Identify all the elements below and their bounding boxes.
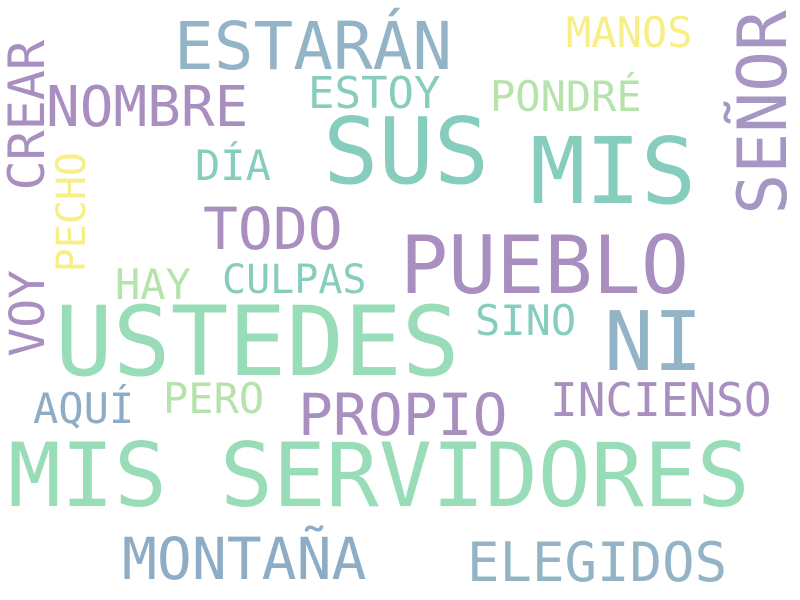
word-pecho: PECHO bbox=[49, 152, 95, 273]
word-sus: SUS bbox=[323, 98, 490, 205]
word-hay: HAY bbox=[115, 260, 191, 309]
word-ustedes: USTEDES bbox=[55, 286, 460, 398]
word-pondre: PONDRÉ bbox=[490, 72, 642, 121]
word-mis: MIS bbox=[530, 118, 697, 225]
word-crear: CREAR bbox=[0, 40, 56, 191]
word-nombre: NOMBRE bbox=[46, 75, 249, 140]
word-senor: SEÑOR bbox=[724, 10, 800, 215]
word-dia: DÍA bbox=[195, 141, 271, 190]
word-sino: SINO bbox=[475, 296, 577, 345]
word-todo: TODO bbox=[203, 195, 343, 263]
word-culpas: CULPAS bbox=[222, 257, 367, 303]
word-estoy: ESTOY bbox=[308, 68, 441, 119]
word-pero: PERO bbox=[163, 374, 265, 423]
word-elegidos: ELEGIDOS bbox=[467, 531, 728, 594]
word-estaran: ESTARÁN bbox=[174, 8, 453, 85]
word-mis-servidores: MIS SERVIDORES bbox=[8, 424, 750, 527]
word-ni: NI bbox=[604, 295, 703, 390]
word-propio: PROPIO bbox=[298, 381, 508, 449]
word-pueblo: PUEBLO bbox=[400, 219, 689, 312]
word-voy: VOY bbox=[0, 270, 56, 357]
word-manos: MANOS bbox=[566, 8, 693, 57]
word-montana: MONTAÑA bbox=[122, 525, 367, 593]
word-incienso: INCIENSO bbox=[550, 373, 772, 427]
word-aqui: AQUÍ bbox=[33, 384, 135, 433]
